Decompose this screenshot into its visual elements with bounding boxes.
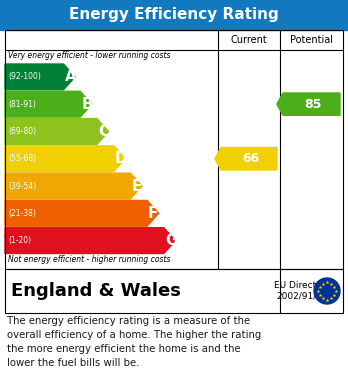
Text: (39-54): (39-54) <box>8 181 36 190</box>
Text: C: C <box>98 124 109 139</box>
Text: Very energy efficient - lower running costs: Very energy efficient - lower running co… <box>8 51 171 60</box>
Polygon shape <box>5 228 175 253</box>
Text: Not energy efficient - higher running costs: Not energy efficient - higher running co… <box>8 255 171 264</box>
Polygon shape <box>5 118 109 144</box>
Text: EU Directive
2002/91/EC: EU Directive 2002/91/EC <box>274 281 330 301</box>
Polygon shape <box>5 91 92 117</box>
Polygon shape <box>277 93 340 115</box>
Text: G: G <box>165 233 177 248</box>
Text: Potential: Potential <box>290 35 333 45</box>
Text: England & Wales: England & Wales <box>11 282 181 300</box>
Polygon shape <box>5 201 159 226</box>
Bar <box>0 0 348 30</box>
Text: E: E <box>132 179 142 194</box>
Bar <box>5 30 343 269</box>
Circle shape <box>314 278 340 304</box>
Bar <box>5 269 343 313</box>
Text: (1-20): (1-20) <box>8 236 31 245</box>
Text: (55-68): (55-68) <box>8 154 36 163</box>
Text: (92-100): (92-100) <box>8 72 41 81</box>
Text: Current: Current <box>231 35 267 45</box>
Polygon shape <box>5 64 75 90</box>
Text: Energy Efficiency Rating: Energy Efficiency Rating <box>69 7 279 23</box>
Text: F: F <box>148 206 158 221</box>
Text: (21-38): (21-38) <box>8 209 36 218</box>
Text: (81-91): (81-91) <box>8 100 36 109</box>
Polygon shape <box>5 146 125 172</box>
Text: D: D <box>115 151 127 166</box>
Text: The energy efficiency rating is a measure of the
overall efficiency of a home. T: The energy efficiency rating is a measur… <box>7 316 261 368</box>
Text: (69-80): (69-80) <box>8 127 36 136</box>
Text: A: A <box>64 69 76 84</box>
Text: 66: 66 <box>242 152 259 165</box>
Polygon shape <box>5 173 142 199</box>
Text: B: B <box>81 97 93 112</box>
Polygon shape <box>215 147 277 170</box>
Text: 85: 85 <box>304 98 322 111</box>
